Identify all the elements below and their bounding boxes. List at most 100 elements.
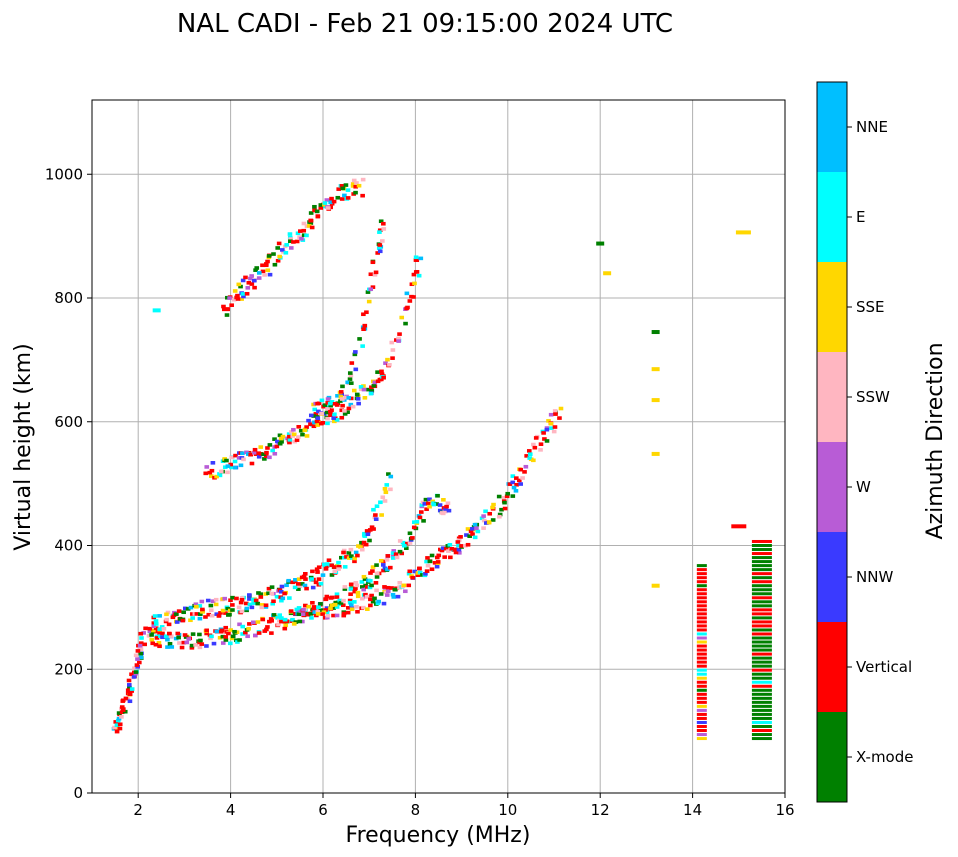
echo-mark <box>322 201 328 205</box>
echo-mark <box>472 535 478 540</box>
y-tick-label: 200 <box>54 660 83 678</box>
echo-mark <box>311 607 317 612</box>
echo-mark <box>403 321 408 326</box>
echo-mark <box>403 589 408 594</box>
colorbar-tick-label: SSE <box>856 298 885 316</box>
echo-mark <box>367 528 373 532</box>
echo-mark <box>197 632 202 637</box>
colorbar-tick-label: W <box>856 478 871 496</box>
echo-mark <box>286 578 291 583</box>
echo-mark <box>116 711 122 715</box>
echo-mark <box>380 563 386 567</box>
echo-mark <box>328 606 333 611</box>
echo-mark <box>173 636 179 641</box>
echo-mark <box>218 469 224 474</box>
echo-mark <box>296 435 301 439</box>
echo-mark <box>511 485 517 490</box>
echo-mark <box>260 269 266 274</box>
echo-mark <box>331 416 336 420</box>
echo-mark <box>342 412 348 416</box>
colorbar-tick-label: NNE <box>856 118 888 136</box>
plot-frame <box>91 99 786 794</box>
echo-mark <box>475 529 481 534</box>
echo-mark <box>751 692 772 696</box>
colorbar-swatch <box>817 442 847 532</box>
echo-mark <box>210 461 216 465</box>
echo-mark <box>247 622 252 626</box>
echo-mark <box>395 594 401 599</box>
echo-mark <box>255 620 261 624</box>
echo-mark <box>316 605 321 609</box>
echo-mark <box>296 606 302 610</box>
echo-mark <box>220 634 226 639</box>
echo-mark <box>304 434 310 438</box>
echo-mark <box>263 592 269 596</box>
echo-mark <box>374 588 379 593</box>
echo-mark <box>434 555 440 560</box>
echo-mark <box>751 620 772 624</box>
echo-mark <box>238 600 244 605</box>
echo-mark <box>197 640 202 645</box>
echo-mark <box>216 614 222 618</box>
echo-mark <box>287 438 293 442</box>
echo-mark <box>751 552 772 556</box>
echo-mark <box>120 708 126 712</box>
echo-mark <box>283 623 289 628</box>
echo-mark <box>470 527 475 531</box>
echo-mark <box>449 547 455 551</box>
echo-mark <box>160 635 165 640</box>
echo-mark <box>352 600 357 604</box>
echo-mark <box>348 587 354 591</box>
echo-mark <box>213 597 219 602</box>
echo-mark <box>166 622 172 627</box>
echo-mark <box>404 546 409 550</box>
echo-mark <box>341 611 347 616</box>
echo-mark <box>401 583 407 588</box>
echo-mark <box>533 436 539 440</box>
echo-mark <box>362 531 367 536</box>
echo-mark <box>353 184 359 189</box>
echo-mark <box>278 436 284 441</box>
echo-mark <box>223 635 229 639</box>
echo-mark <box>114 723 120 727</box>
echo-mark <box>208 603 214 608</box>
echo-mark <box>322 562 327 567</box>
echo-mark <box>502 500 507 505</box>
echo-mark <box>696 672 707 676</box>
echo-mark <box>287 440 292 445</box>
echo-mark <box>329 603 335 608</box>
echo-mark <box>250 620 256 625</box>
echo-mark <box>347 377 353 381</box>
echo-mark <box>248 452 254 457</box>
echo-mark <box>397 332 402 336</box>
echo-mark <box>167 631 172 636</box>
echo-mark <box>374 571 380 576</box>
echo-mark <box>189 646 195 650</box>
echo-mark <box>365 607 370 611</box>
echo-mark <box>244 608 249 613</box>
echo-mark <box>751 664 772 668</box>
echo-mark <box>751 700 772 704</box>
echo-mark <box>292 585 298 590</box>
echo-mark <box>368 571 373 575</box>
x-tick-label: 4 <box>226 801 236 819</box>
echo-mark <box>370 569 375 573</box>
echo-mark <box>651 330 660 335</box>
echo-mark <box>151 621 157 625</box>
colorbar-swatch <box>817 622 847 712</box>
echo-mark <box>301 612 306 617</box>
echo-mark <box>151 628 156 633</box>
echo-mark <box>531 458 536 463</box>
echo-mark <box>333 600 339 605</box>
echo-mark <box>751 636 772 640</box>
echo-mark <box>243 275 248 280</box>
echo-mark <box>288 237 294 241</box>
echo-mark <box>221 307 230 312</box>
echo-mark <box>239 297 244 301</box>
echo-mark <box>298 428 304 433</box>
echo-mark <box>306 604 312 609</box>
echo-mark <box>199 599 205 604</box>
echo-mark <box>384 483 390 487</box>
echo-mark <box>397 539 403 543</box>
echo-mark <box>267 619 272 624</box>
